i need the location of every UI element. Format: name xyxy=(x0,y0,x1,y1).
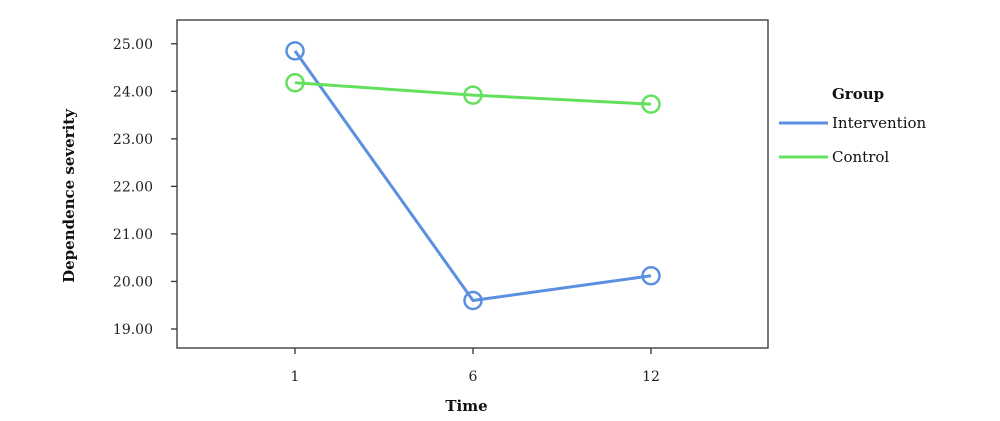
series-line xyxy=(294,81,652,106)
data-point xyxy=(641,94,661,114)
x-axis: 1 6 12 xyxy=(291,348,660,385)
data-point xyxy=(463,85,483,105)
data-point xyxy=(463,290,483,311)
series-line xyxy=(293,50,652,302)
x-axis-title: Time xyxy=(445,397,487,415)
y-tick-label: 19.00 xyxy=(113,322,153,338)
y-tick-label: 22.00 xyxy=(113,179,153,195)
legend: Group Intervention Control xyxy=(779,85,927,166)
y-tick-label: 24.00 xyxy=(113,84,153,100)
series-layer xyxy=(285,41,661,311)
x-tick-label: 12 xyxy=(642,369,660,385)
series-control xyxy=(285,72,661,114)
data-point xyxy=(285,72,305,93)
y-tick-label: 25.00 xyxy=(113,37,153,53)
series-intervention xyxy=(285,41,661,311)
y-tick-label: 21.00 xyxy=(113,227,153,243)
y-axis-title: Dependence severity xyxy=(60,108,78,283)
legend-label: Intervention xyxy=(832,114,927,132)
x-tick-label: 6 xyxy=(469,369,478,385)
legend-title: Group xyxy=(832,85,884,103)
legend-label: Control xyxy=(832,148,889,166)
y-tick-label: 23.00 xyxy=(113,132,153,148)
data-point xyxy=(285,41,305,61)
x-tick-label: 1 xyxy=(291,369,300,385)
data-point xyxy=(641,265,661,286)
y-tick-label: 20.00 xyxy=(113,274,153,290)
y-axis: 19.00 20.00 21.00 22.00 23.00 24.00 25.00 xyxy=(113,37,177,338)
